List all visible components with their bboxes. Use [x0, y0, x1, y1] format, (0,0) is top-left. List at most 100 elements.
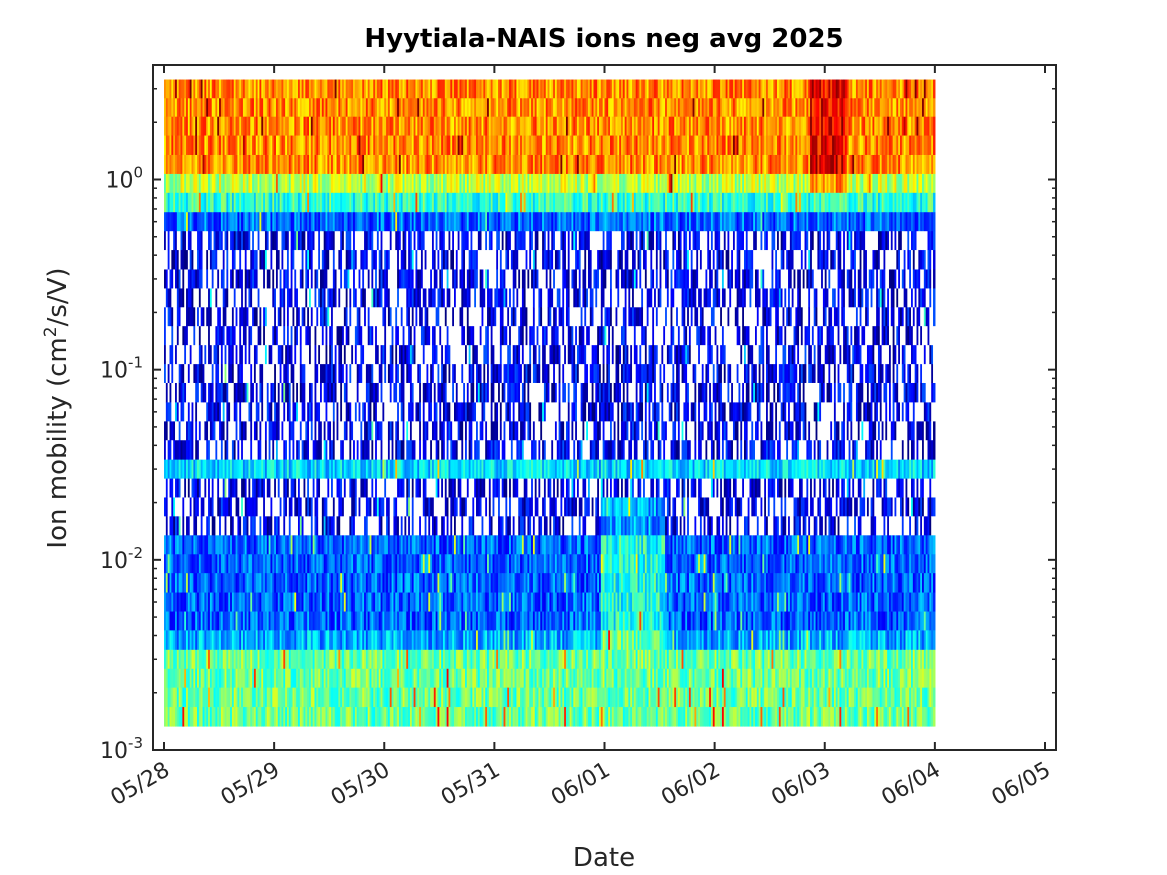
heatmap-cell	[261, 363, 264, 383]
heatmap-cell	[305, 192, 308, 213]
heatmap-cell	[342, 211, 345, 232]
heatmap-cell	[228, 249, 231, 270]
heatmap-cell	[250, 344, 253, 365]
heatmap-cell	[325, 211, 328, 232]
heatmap-cell	[208, 459, 211, 479]
heatmap-cell	[365, 192, 369, 213]
heatmap-cell	[164, 288, 167, 308]
heatmap-cell	[178, 135, 182, 155]
heatmap-cell	[257, 439, 261, 460]
heatmap-cell	[373, 497, 376, 517]
heatmap-cell	[292, 592, 295, 612]
heatmap-cell	[338, 116, 341, 136]
heatmap-cell	[173, 611, 176, 631]
heatmap-cell	[389, 439, 393, 460]
heatmap-cell	[272, 173, 275, 193]
heatmap-cell	[349, 516, 352, 536]
heatmap-cell	[277, 249, 281, 270]
heatmap-cell	[283, 706, 286, 727]
heatmap-cell	[426, 592, 429, 612]
heatmap-cell	[208, 402, 211, 422]
heatmap-cell	[233, 516, 237, 536]
heatmap-cell	[415, 421, 418, 441]
heatmap-cell	[219, 630, 222, 650]
heatmap-cell	[343, 572, 347, 593]
heatmap-cell	[246, 269, 250, 289]
heatmap-cell	[430, 154, 433, 174]
heatmap-cell	[329, 344, 332, 365]
heatmap-cell	[389, 592, 393, 612]
heatmap-cell	[336, 516, 339, 536]
heatmap-cell	[297, 553, 301, 574]
heatmap-cell	[334, 249, 338, 270]
heatmap-cell	[329, 288, 332, 308]
heatmap-cell	[226, 211, 229, 232]
heatmap-cell	[408, 421, 411, 441]
heatmap-cell	[342, 478, 345, 498]
heatmap-cell	[264, 192, 268, 213]
heatmap-cell	[415, 154, 418, 174]
heatmap-cell	[375, 497, 378, 517]
heatmap-cell	[376, 553, 380, 574]
heatmap-cell	[290, 439, 294, 460]
heatmap-cell	[419, 192, 422, 213]
heatmap-cell	[375, 535, 378, 555]
heatmap-cell	[325, 79, 328, 99]
heatmap-cell	[307, 344, 310, 365]
heatmap-cell	[353, 459, 356, 479]
heatmap-cell	[217, 363, 220, 383]
heatmap-cell	[314, 192, 317, 213]
heatmap-cell	[266, 382, 270, 403]
heatmap-cell	[213, 402, 217, 422]
heatmap-cell	[430, 79, 433, 99]
heatmap-cell	[395, 288, 398, 308]
heatmap-cell	[314, 439, 317, 460]
heatmap-cell	[215, 192, 218, 213]
heatmap-cell	[219, 173, 222, 193]
heatmap-cell	[198, 269, 202, 289]
heatmap-cell	[241, 192, 244, 213]
heatmap-cell	[211, 344, 215, 365]
heatmap-cell	[373, 668, 376, 688]
heatmap-cell	[323, 687, 327, 708]
heatmap-cell	[235, 382, 239, 403]
heatmap-cell	[244, 154, 248, 174]
heatmap-cell	[297, 649, 301, 669]
heatmap-cell	[193, 79, 196, 99]
heatmap-cell	[402, 192, 406, 213]
heatmap-cell	[303, 230, 306, 251]
heatmap-cell	[274, 459, 277, 479]
heatmap-cell	[208, 592, 211, 612]
heatmap-cell	[193, 572, 196, 593]
heatmap-cell	[230, 79, 233, 99]
heatmap-cell	[299, 630, 303, 650]
heatmap-cell	[362, 382, 365, 403]
heatmap-cell	[241, 116, 244, 136]
heatmap-cell	[195, 249, 198, 270]
heatmap-cell	[408, 325, 411, 346]
heatmap-cell	[426, 192, 429, 213]
heatmap-cell	[217, 211, 220, 232]
heatmap-cell	[279, 230, 283, 251]
heatmap-cell	[408, 173, 411, 193]
heatmap-cell	[360, 516, 363, 536]
heatmap-cell	[184, 154, 187, 174]
heatmap-cell	[246, 97, 250, 117]
heatmap-cell	[362, 516, 365, 536]
heatmap-cell	[222, 459, 226, 479]
heatmap-cell	[277, 572, 281, 593]
heatmap-cell	[296, 116, 299, 136]
heatmap-cell	[296, 516, 299, 536]
heatmap-cell	[259, 382, 262, 403]
heatmap-cell	[222, 439, 226, 460]
heatmap-cell	[292, 344, 295, 365]
heatmap-cell	[244, 79, 248, 99]
heatmap-cell	[288, 382, 292, 403]
heatmap-cell	[358, 79, 361, 99]
heatmap-cell	[351, 116, 354, 136]
heatmap-cell	[288, 249, 292, 270]
heatmap-cell	[332, 363, 336, 383]
heatmap-cell	[257, 421, 261, 441]
heatmap-cell	[316, 478, 319, 498]
heatmap-cell	[376, 173, 380, 193]
